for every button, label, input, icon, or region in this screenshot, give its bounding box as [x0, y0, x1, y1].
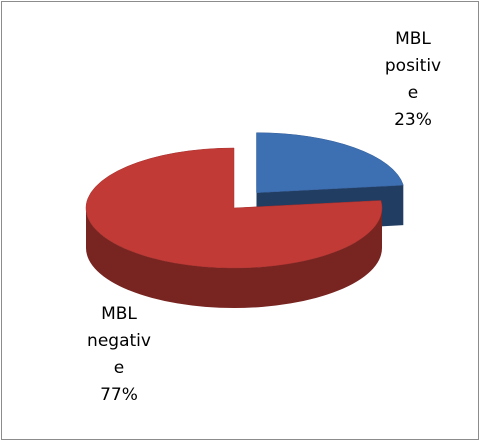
- value-label: 23%: [394, 110, 432, 130]
- category-label: MBL positive: [384, 29, 442, 103]
- pie-slice: [85, 147, 383, 308]
- value-label: 77%: [100, 385, 138, 405]
- slice-label: MBL positive 23%: [380, 26, 446, 134]
- slice-label: MBL negative 77%: [82, 301, 156, 409]
- category-label: MBL negative: [87, 304, 151, 378]
- slice-top: [85, 147, 383, 269]
- slice-side: [86, 208, 382, 308]
- slice-top: [256, 132, 404, 193]
